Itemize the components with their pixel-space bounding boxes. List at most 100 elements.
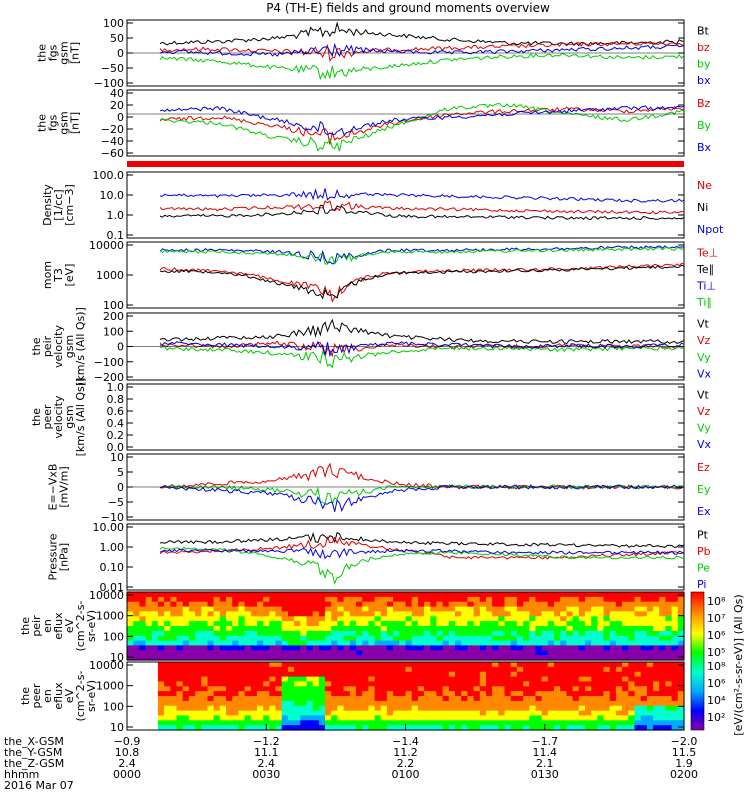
spectrogram-cell xyxy=(578,666,586,673)
spectrogram-cell xyxy=(516,681,524,687)
spectrogram-cell xyxy=(597,640,605,647)
spectrogram-cell xyxy=(176,611,184,617)
spectrogram-cell xyxy=(411,640,419,647)
spectrogram-cell xyxy=(523,626,530,632)
spectrogram-cell xyxy=(269,681,277,687)
spectrogram-cell xyxy=(566,596,574,603)
spectrogram-cell xyxy=(368,611,376,617)
spectrogram-cell xyxy=(479,681,487,687)
spectrogram-cell xyxy=(349,720,357,726)
spectrogram-cell xyxy=(609,681,617,687)
spectrogram-cell xyxy=(219,596,227,603)
spectrogram-cell xyxy=(133,621,140,627)
spectrogram-cell xyxy=(405,666,413,673)
spectrogram-cell xyxy=(318,626,326,632)
spectrogram-cell xyxy=(157,671,165,678)
spectrogram-cell xyxy=(461,592,468,598)
ytick-label: 20 xyxy=(110,99,124,112)
spectrogram-cell xyxy=(356,725,363,731)
spectrogram-cell xyxy=(677,666,685,673)
spectrogram-cell xyxy=(424,596,431,603)
spectrogram-cell xyxy=(560,725,567,731)
spectrogram-cell xyxy=(188,720,196,726)
spectrogram-cell xyxy=(157,596,165,603)
spectrogram-cell xyxy=(430,621,438,627)
colorbar-tick: 10⁶ xyxy=(707,677,726,690)
spectrogram-cell xyxy=(349,691,357,697)
spectrogram-cell xyxy=(207,655,215,661)
spectrogram-cell xyxy=(257,650,264,656)
spectrogram-cell xyxy=(535,666,543,673)
spectrogram-cell xyxy=(492,681,499,687)
spectrogram-cell xyxy=(603,601,611,608)
spectrogram-cell xyxy=(312,671,320,678)
spectrogram-cell xyxy=(516,645,524,651)
ytick-label: 0 xyxy=(117,341,124,354)
spectrogram-cell xyxy=(331,655,338,661)
spectrogram-cell xyxy=(164,715,171,721)
spectrogram-cell xyxy=(157,626,165,632)
spectrogram-cell xyxy=(486,681,493,687)
spectrogram-cell xyxy=(628,662,636,668)
spectrogram-cell xyxy=(523,691,530,697)
legend-entry: Vz xyxy=(697,334,711,347)
legend-entry: Ti⊥ xyxy=(696,279,716,292)
ylabel-line: [nPa] xyxy=(58,543,71,571)
spectrogram-cell xyxy=(300,645,308,651)
spectrogram-cell xyxy=(677,630,685,637)
spectrogram-cell xyxy=(337,691,345,697)
spectrogram-cell xyxy=(362,676,369,683)
spectrogram-cell xyxy=(176,671,184,678)
spectrogram-cell xyxy=(195,650,202,656)
spectrogram-cell xyxy=(554,630,561,637)
spectrogram-cell xyxy=(257,676,264,683)
spectrogram-cell xyxy=(399,601,407,608)
spectrogram-cell xyxy=(244,606,252,613)
spectrogram-cell xyxy=(535,686,543,692)
spectrogram-cell xyxy=(318,696,326,702)
spectrogram-cell xyxy=(207,696,215,702)
spectrogram-cell xyxy=(640,596,648,603)
spectrogram-cell xyxy=(448,592,456,598)
spectrogram-cell xyxy=(133,626,140,632)
series-line-Vy xyxy=(159,345,685,369)
spectrogram-cell xyxy=(368,640,376,647)
spectrogram-cell xyxy=(386,655,394,661)
spectrogram-cell xyxy=(541,715,549,721)
spectrogram-cell xyxy=(597,686,605,692)
spectrogram-cell xyxy=(164,662,171,668)
spectrogram-cell xyxy=(300,715,308,721)
spectrogram-cell xyxy=(572,691,580,697)
spectrogram-cell xyxy=(622,676,629,683)
spectrogram-cell xyxy=(269,715,277,721)
spectrogram-cell xyxy=(609,630,617,637)
spectrogram-cell xyxy=(510,691,518,697)
spectrogram-cell xyxy=(535,662,543,668)
spectrogram-cell xyxy=(374,662,382,668)
spectrogram-cell xyxy=(677,715,685,721)
spectrogram-cell xyxy=(232,691,239,697)
spectrogram-cell xyxy=(300,676,308,683)
spectrogram-cell xyxy=(188,592,196,598)
spectrogram-cell xyxy=(300,616,308,622)
spectrogram-cell xyxy=(232,650,239,656)
spectrogram-cell xyxy=(343,725,351,731)
spectrogram-cell xyxy=(628,666,636,673)
spectrogram-cell xyxy=(585,616,592,622)
spectrogram-cell xyxy=(232,592,239,598)
spectrogram-cell xyxy=(510,705,518,712)
spectrogram-cell xyxy=(337,725,345,731)
spectrogram-cell xyxy=(219,606,227,613)
spectrogram-cell xyxy=(492,671,499,678)
spectrogram-cell xyxy=(578,621,586,627)
spectrogram-cell xyxy=(157,645,165,651)
spectrogram-cell xyxy=(467,640,475,647)
spectrogram-cell xyxy=(312,655,320,661)
spectrogram-cell xyxy=(269,635,277,642)
spectrogram-cell xyxy=(609,592,617,598)
spectrogram-cell xyxy=(182,655,190,661)
spectrogram-cell xyxy=(195,596,202,603)
spectrogram-cell xyxy=(529,725,537,731)
spectrogram-cell xyxy=(374,696,382,702)
spectrogram-cell xyxy=(510,720,518,726)
